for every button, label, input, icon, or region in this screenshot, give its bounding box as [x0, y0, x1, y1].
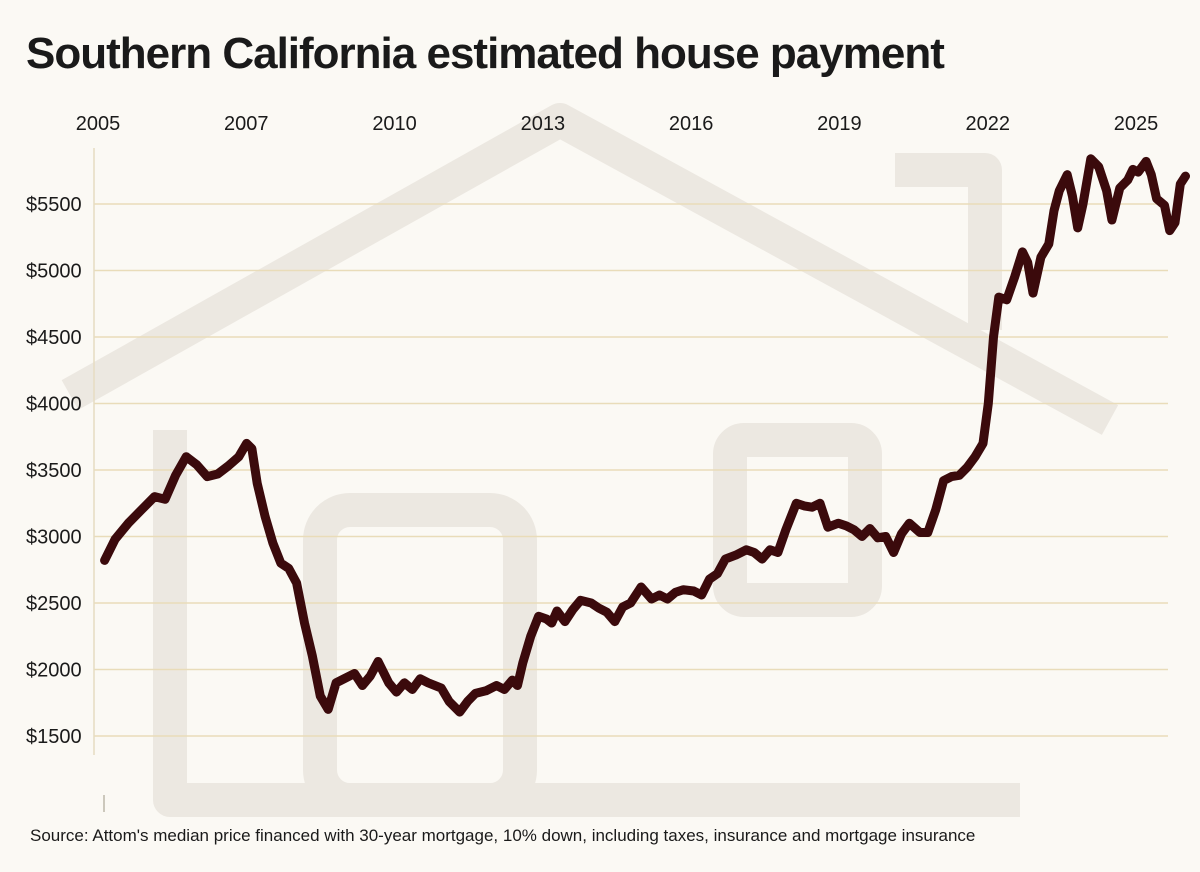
x-axis-labels: 2005 2007 2010 2013 2016 2019 2022 2025: [76, 113, 1159, 135]
x-tick-label: 2022: [965, 113, 1010, 135]
y-tick-label: $5500: [26, 194, 82, 216]
series-group: [100, 154, 1190, 717]
x-tick-label: 2016: [669, 113, 714, 135]
source-note: Source: Attom's median price financed wi…: [30, 826, 975, 845]
y-tick-label: $3500: [26, 460, 82, 482]
x-tick-label: 2010: [372, 113, 417, 135]
y-tick-label: $2000: [26, 660, 82, 682]
y-tick-label: $5000: [26, 261, 82, 283]
y-tick-label: $2500: [26, 593, 82, 615]
x-tick-label: 2013: [521, 113, 566, 135]
x-tick-label: 2005: [76, 113, 121, 135]
y-tick-label: $4000: [26, 394, 82, 416]
y-tick-label: $3000: [26, 527, 82, 549]
x-tick-label: 2007: [224, 113, 269, 135]
x-tick-label: 2025: [1114, 113, 1159, 135]
series-line: [100, 154, 1190, 717]
chart-title: Southern California estimated house paym…: [26, 29, 945, 78]
y-tick-label: $1500: [26, 726, 82, 748]
x-tick-label: 2019: [817, 113, 862, 135]
house-watermark-icon: [61, 103, 1119, 817]
y-tick-label: $4500: [26, 327, 82, 349]
y-axis-labels: $5500 $5000 $4500 $4000 $3500 $3000 $2500 $2000…: [26, 194, 82, 748]
